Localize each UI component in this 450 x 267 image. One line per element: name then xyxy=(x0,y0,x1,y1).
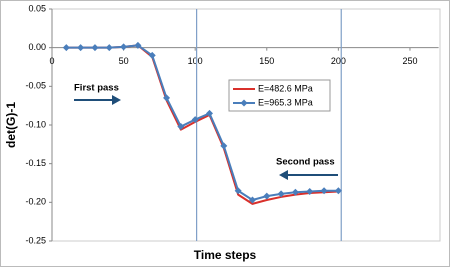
legend-label: E=965.3 MPa xyxy=(258,97,313,107)
y-axis-label: det(G)-1 xyxy=(4,102,18,148)
marker xyxy=(191,116,199,124)
marker xyxy=(248,196,256,204)
annotation: First pass xyxy=(74,83,119,94)
legend-label: E=482.6 MPa xyxy=(258,83,313,93)
marker xyxy=(105,44,113,52)
plot: 0.05 0.00 -0.05 -0.10 -0.15 -0.20 -0.25 0 50 100 1… xyxy=(25,3,439,245)
legend-marker xyxy=(240,99,248,107)
marker xyxy=(177,123,185,131)
x-tick-label: 100 xyxy=(188,56,203,66)
x-tick-label: 200 xyxy=(331,56,346,66)
annotation: Second pass xyxy=(276,157,335,168)
arrow xyxy=(74,95,121,105)
marker xyxy=(120,43,128,51)
marker xyxy=(148,51,156,59)
y-tick-label: 0.00 xyxy=(28,42,46,52)
marker xyxy=(62,44,70,52)
x-tick-label: 50 xyxy=(119,56,129,66)
y-tick-label: -0.10 xyxy=(25,119,46,129)
marker xyxy=(291,188,299,196)
y-tick-label: 0.05 xyxy=(28,3,46,13)
y-tick-label: -0.15 xyxy=(25,158,46,168)
x-tick-label: 250 xyxy=(402,56,417,66)
marker xyxy=(320,187,328,195)
marker xyxy=(91,44,99,52)
x-tick-label: 0 xyxy=(49,56,54,66)
marker xyxy=(234,187,242,195)
x-axis-label: Time steps xyxy=(194,248,257,262)
marker xyxy=(263,192,271,200)
y-tick-label: -0.05 xyxy=(25,81,46,91)
marker xyxy=(206,109,214,117)
legend-box xyxy=(228,79,331,112)
y-tick-label: -0.20 xyxy=(25,197,46,207)
marker xyxy=(220,142,228,150)
marker xyxy=(334,187,342,195)
marker xyxy=(77,44,85,52)
marker xyxy=(306,188,314,196)
marker xyxy=(134,41,142,49)
marker xyxy=(277,190,285,198)
x-tick-label: 150 xyxy=(259,56,274,66)
legend: E=482.6 MPa E=965.3 MPa xyxy=(233,83,313,107)
y-tick-label: -0.25 xyxy=(25,235,46,245)
arrow xyxy=(279,170,338,180)
marker xyxy=(163,94,171,102)
